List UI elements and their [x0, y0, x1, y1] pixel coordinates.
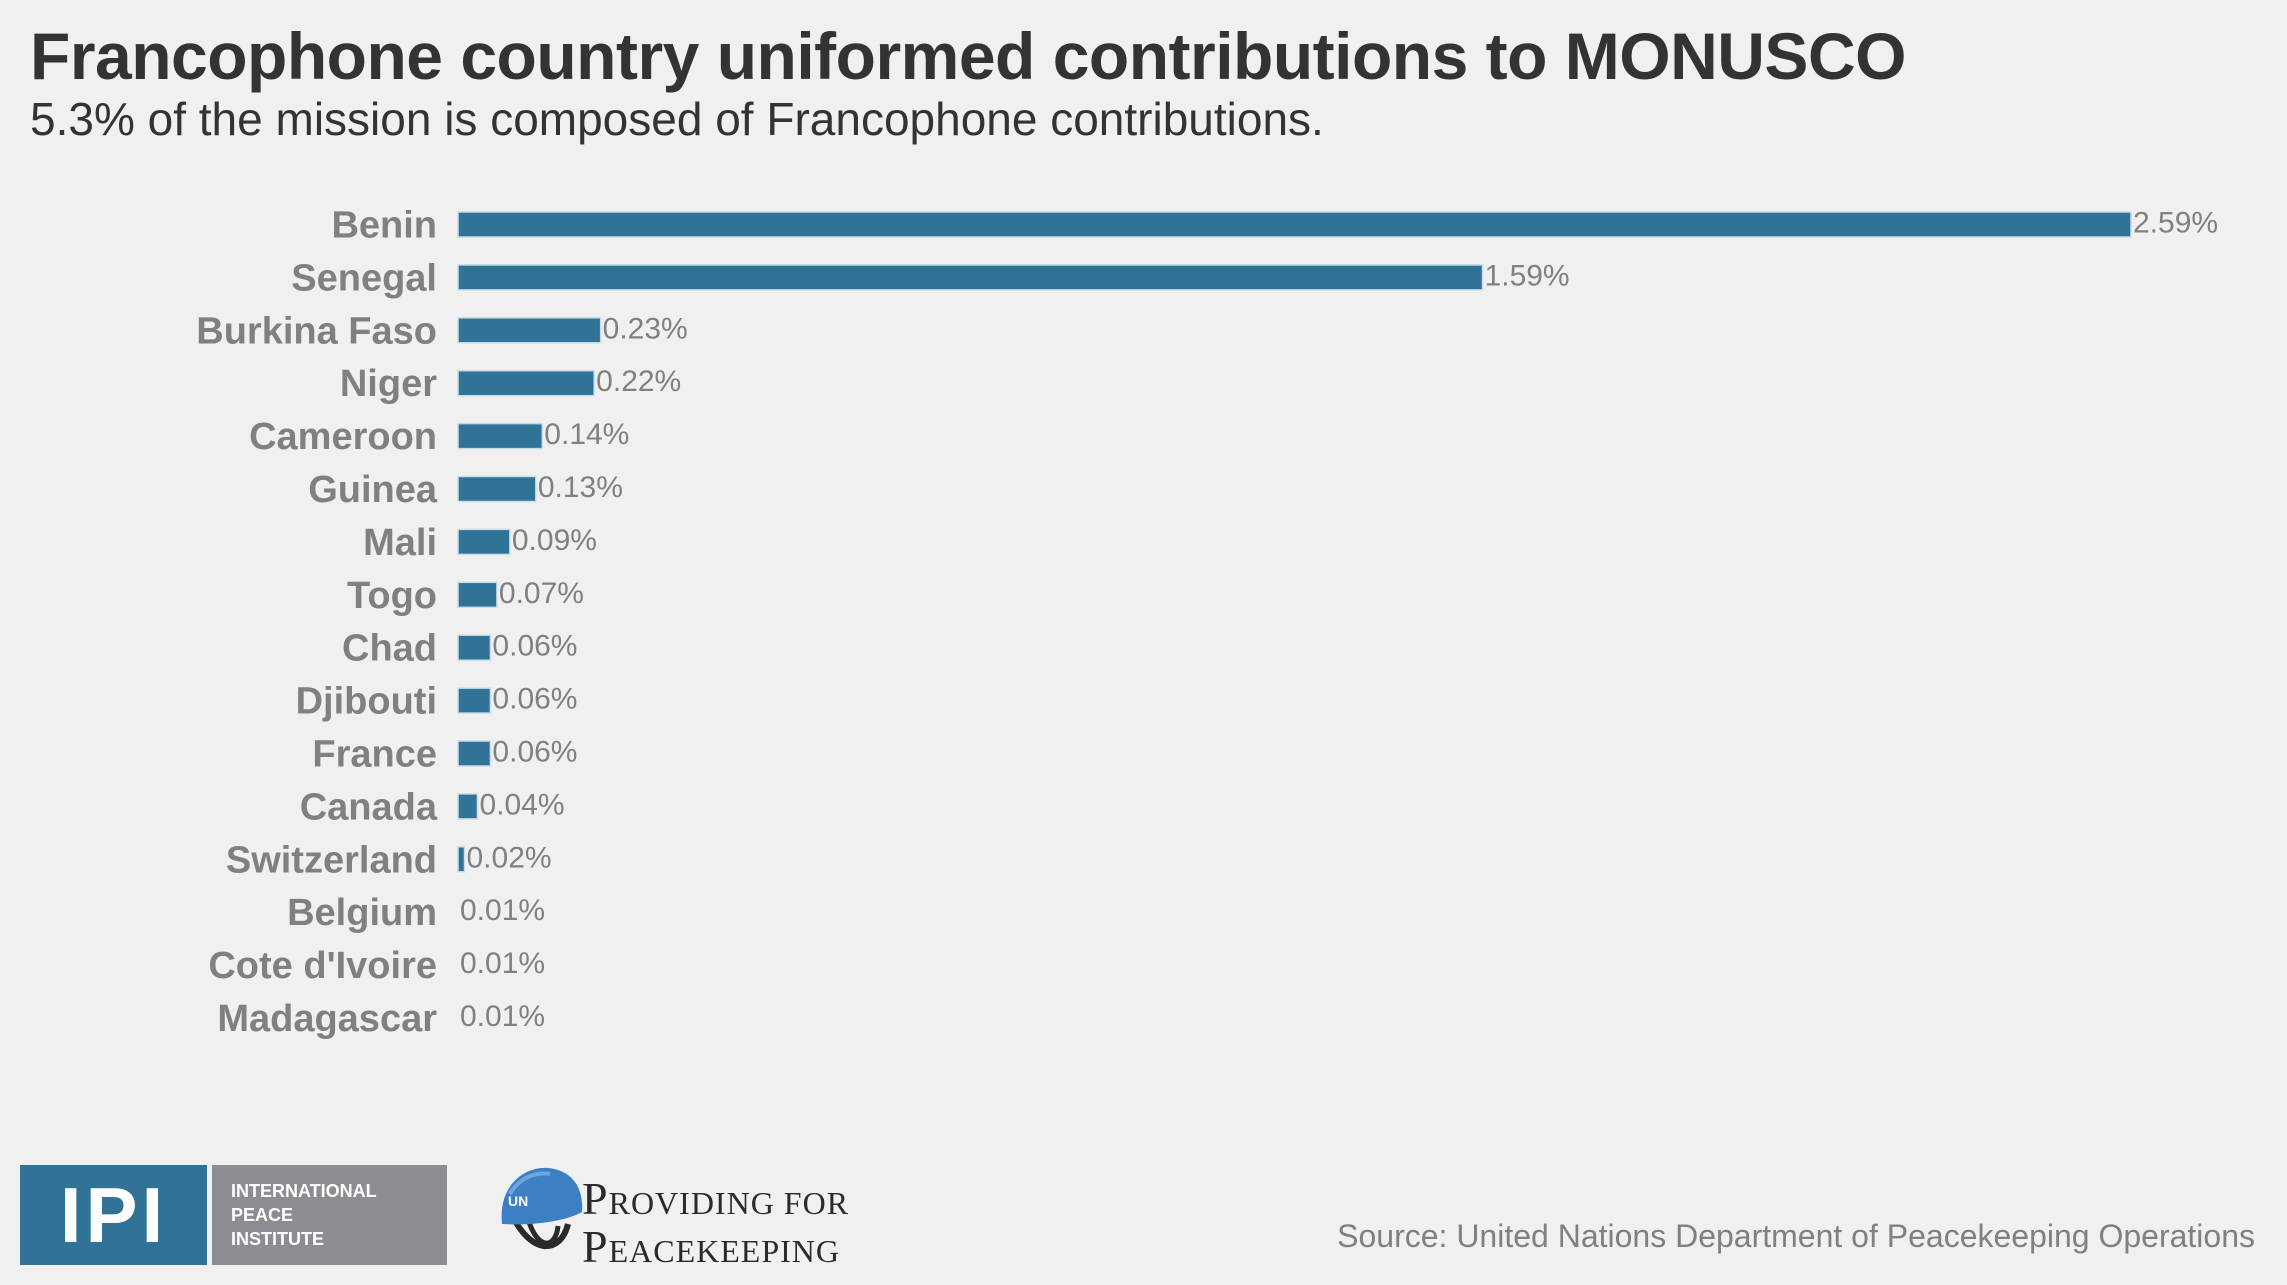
bar	[457, 475, 537, 503]
value-label: 1.59%	[1485, 259, 1570, 292]
pfp-line-1: PROVIDING FOR	[582, 1172, 849, 1225]
value-label: 0.06%	[492, 736, 577, 769]
bar	[457, 634, 492, 661]
bar	[457, 793, 479, 820]
chart-title: Francophone country uniformed contributi…	[30, 19, 1906, 93]
value-label: 0.06%	[492, 683, 577, 716]
value-label: 0.23%	[603, 312, 688, 345]
category-label: Mali	[363, 522, 437, 564]
category-labels: Benin Senegal Burkina Faso Niger Cameroon Gui…	[196, 205, 438, 1041]
value-label: 0.07%	[499, 577, 584, 610]
pfp-line-2-rest: EACEKEEPING	[608, 1233, 841, 1269]
chart-subtitle: 5.3% of the mission is composed of Franc…	[30, 93, 1324, 145]
category-label: Benin	[331, 205, 437, 247]
value-label: 0.04%	[479, 788, 564, 821]
value-label: 0.13%	[538, 471, 623, 504]
bars	[457, 211, 2132, 873]
bar	[457, 581, 498, 609]
category-label: Madagascar	[217, 998, 437, 1040]
bar	[457, 687, 492, 714]
providing-for-peacekeeping-logo: UN PROVIDING FOR PEACEKEEPING	[498, 1160, 938, 1273]
value-label: 0.02%	[466, 841, 551, 874]
pfp-line-2: PEACEKEEPING	[582, 1220, 840, 1273]
value-label: 0.09%	[512, 524, 597, 557]
bar	[457, 369, 595, 397]
value-label: 0.14%	[544, 418, 629, 451]
value-label: 0.01%	[460, 894, 545, 927]
category-label: Niger	[340, 363, 437, 405]
value-label: 2.59%	[2133, 207, 2218, 240]
ipi-mark: IPI	[20, 1165, 207, 1265]
category-label: Switzerland	[226, 839, 437, 881]
value-label: 0.22%	[596, 365, 681, 398]
pfp-initial: P	[582, 1173, 609, 1224]
category-label: Djibouti	[296, 681, 437, 723]
category-label: Guinea	[308, 469, 438, 511]
ipi-name-line: INTERNATIONAL	[231, 1181, 377, 1201]
un-helmet-icon: UN	[501, 1167, 583, 1250]
ipi-logo: IPI INTERNATIONAL PEACE INSTITUTE	[20, 1165, 447, 1265]
ipi-name-line: INSTITUTE	[231, 1229, 324, 1249]
bar	[457, 317, 602, 344]
category-label: Belgium	[287, 892, 437, 934]
category-label: Burkina Faso	[196, 310, 437, 352]
category-label: Chad	[342, 628, 437, 670]
value-labels: 2.59% 1.59% 0.23% 0.22% 0.14% 0.13% 0.09% 0.07%…	[460, 207, 2218, 1034]
bar	[457, 264, 1484, 291]
pfp-line-1-rest: ROVIDING FOR	[608, 1185, 850, 1221]
value-label: 0.01%	[460, 1000, 545, 1033]
category-label: Senegal	[291, 257, 437, 299]
category-label: Canada	[300, 786, 438, 828]
value-label: 0.06%	[492, 630, 577, 663]
bar	[457, 740, 492, 767]
bar	[457, 528, 511, 556]
category-label: Togo	[347, 575, 437, 617]
bar	[457, 211, 2132, 238]
helmet-un-text: UN	[508, 1193, 528, 1209]
ipi-name: INTERNATIONAL PEACE INSTITUTE	[212, 1165, 447, 1265]
value-label: 0.01%	[460, 947, 545, 980]
category-label: France	[312, 734, 437, 776]
source-note: Source: United Nations Department of Pea…	[1337, 1218, 2255, 1254]
bar-chart: Benin Senegal Burkina Faso Niger Cameroon Gui…	[196, 205, 2218, 1041]
category-label: Cote d'Ivoire	[208, 945, 437, 987]
category-label: Cameroon	[249, 416, 437, 458]
ipi-name-line: PEACE	[231, 1205, 294, 1225]
pfp-initial: P	[582, 1221, 609, 1272]
bar	[457, 422, 544, 450]
bar	[457, 846, 466, 873]
